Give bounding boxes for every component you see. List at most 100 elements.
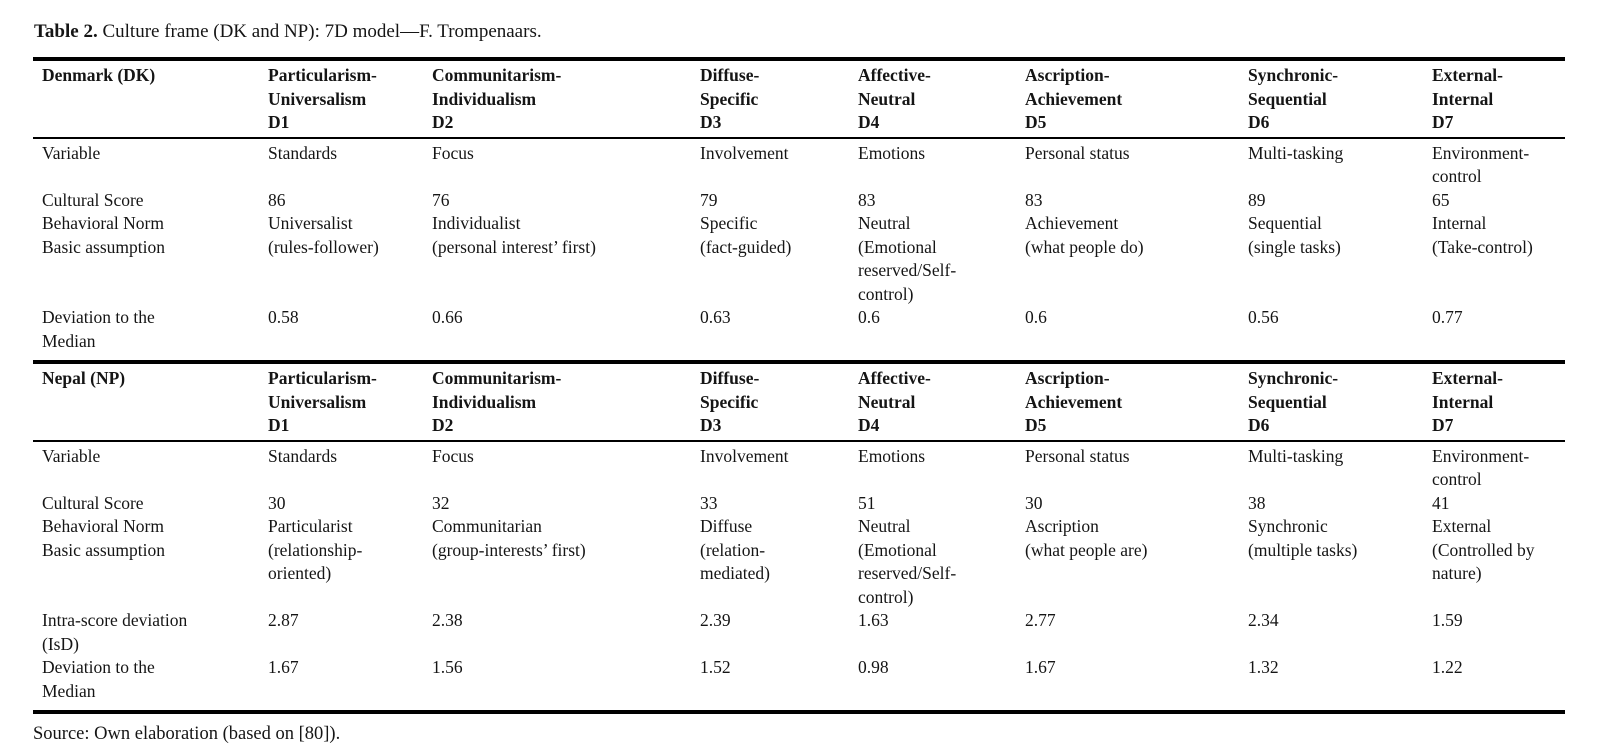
value-cell: 0.56	[1248, 307, 1279, 327]
dimension-code: D4	[858, 112, 880, 132]
value-cell: 83	[1025, 189, 1043, 210]
dimension-header-cell: Diffuse- Specific D3	[691, 360, 849, 442]
value-cell: 86	[268, 189, 286, 210]
row-label: Cultural Score	[42, 492, 144, 513]
value-cell: (Emotional reserved/Self- control)	[858, 236, 957, 304]
value-cell: Environment- control	[1432, 142, 1530, 187]
dimension-code: D3	[700, 415, 722, 435]
value-cell: Individualist	[432, 213, 521, 233]
row-label: Intra-score deviation (IsD)	[42, 610, 188, 654]
value-cell: 0.6	[1025, 307, 1047, 327]
value-cell: 1.63	[858, 610, 889, 630]
table-row: Basic assumption (relationship- oriented)…	[33, 539, 1565, 610]
value-cell: Sequential	[1248, 213, 1322, 233]
value-cell: (what people do)	[1025, 236, 1144, 257]
row-label: Deviation to the Median	[42, 657, 155, 701]
region-cell: Nepal (NP)	[33, 360, 259, 442]
value-cell: 2.39	[700, 610, 731, 630]
value-cell: Neutral	[858, 516, 911, 536]
value-cell: Diffuse	[700, 516, 753, 536]
culture-frame-table: Denmark (DK) Particularism- Universalism D…	[33, 57, 1565, 714]
table-row: Variable Standards Focus Involvement Emotion…	[33, 441, 1565, 492]
dimension-name: Ascription- Achievement	[1025, 65, 1123, 109]
dimension-header-cell: External- Internal D7	[1423, 57, 1565, 139]
table-caption-text: Culture frame (DK and NP): 7D model—F. T…	[102, 21, 542, 42]
dimension-header-cell: Affective- Neutral D4	[849, 360, 1016, 442]
value-cell: 30	[268, 492, 286, 513]
row-label: Deviation to the Median	[42, 307, 155, 351]
value-cell: 32	[432, 492, 450, 513]
dimension-header-cell: Ascription- Achievement D5	[1016, 57, 1239, 139]
value-cell: Particularist	[268, 516, 353, 536]
value-cell: Achievement	[1025, 213, 1119, 233]
dimension-code: D5	[1025, 112, 1047, 132]
value-cell: 0.98	[858, 657, 889, 677]
dimension-name: Diffuse- Specific	[700, 65, 760, 109]
dimension-code: D6	[1248, 415, 1270, 435]
value-cell: Multi-tasking	[1248, 142, 1344, 163]
value-cell: Involvement	[700, 445, 789, 466]
source-note: Source: Own elaboration (based on [80]).	[33, 724, 341, 744]
dimension-code: D7	[1432, 112, 1454, 132]
value-cell: (Controlled by nature)	[1432, 539, 1535, 584]
value-cell: 76	[432, 189, 450, 210]
value-cell: (Emotional reserved/Self- control)	[858, 539, 957, 607]
value-cell: 1.67	[268, 657, 299, 677]
value-cell: 0.63	[700, 307, 731, 327]
dimension-name: Synchronic- Sequential	[1248, 65, 1339, 109]
value-cell: 30	[1025, 492, 1043, 513]
value-cell: 1.59	[1432, 610, 1463, 630]
value-cell: (relationship- oriented)	[268, 539, 363, 584]
value-cell: (what people are)	[1025, 539, 1148, 560]
dimension-name: Affective- Neutral	[858, 368, 931, 412]
value-cell: Standards	[268, 142, 338, 163]
row-label: Basic assumption	[42, 539, 165, 560]
value-cell: Internal	[1432, 213, 1487, 233]
dimension-header-cell: Particularism- Universalism D1	[259, 360, 423, 442]
dimension-header-cell: External- Internal D7	[1423, 360, 1565, 442]
dimension-code: D6	[1248, 112, 1270, 132]
table-row: Cultural Score 86 76 79 83 83 89 65	[33, 189, 1565, 213]
value-cell: (Take-control)	[1432, 236, 1533, 257]
row-label: Behavioral Norm	[42, 213, 164, 233]
value-cell: Standards	[268, 445, 338, 466]
dimension-name: Affective- Neutral	[858, 65, 931, 109]
dimension-header-cell: Ascription- Achievement D5	[1016, 360, 1239, 442]
row-label: Basic assumption	[42, 236, 165, 257]
dimension-header-cell: Synchronic- Sequential D6	[1239, 57, 1423, 139]
section-header-row: Denmark (DK) Particularism- Universalism D…	[33, 57, 1565, 139]
dimension-code: D4	[858, 415, 880, 435]
dimension-code: D3	[700, 112, 722, 132]
dimension-name: External- Internal	[1432, 368, 1503, 412]
dimension-header-cell: Affective- Neutral D4	[849, 57, 1016, 139]
value-cell: Specific	[700, 213, 758, 233]
value-cell: 51	[858, 492, 876, 513]
dimension-name: Communitarism- Individualism	[432, 65, 562, 109]
table-row: Basic assumption (rules-follower) (persona…	[33, 236, 1565, 307]
dimension-code: D2	[432, 112, 454, 132]
dimension-code: D1	[268, 112, 290, 132]
value-cell: Neutral	[858, 213, 911, 233]
dimension-name: Particularism- Universalism	[268, 368, 377, 412]
dimension-name: Ascription- Achievement	[1025, 368, 1123, 412]
row-label: Cultural Score	[42, 189, 144, 210]
value-cell: Synchronic	[1248, 516, 1328, 536]
dimension-name: External- Internal	[1432, 65, 1503, 109]
table-row: Cultural Score 30 32 33 51 30 38 41	[33, 492, 1565, 516]
value-cell: Personal status	[1025, 142, 1130, 163]
value-cell: Communitarian	[432, 516, 542, 536]
value-cell: 2.77	[1025, 610, 1056, 630]
value-cell: 0.66	[432, 307, 463, 327]
table-row: Deviation to the Median 1.67 1.56 1.52 0.98 1…	[33, 656, 1565, 712]
value-cell: Ascription	[1025, 516, 1099, 536]
dimension-header-cell: Synchronic- Sequential D6	[1239, 360, 1423, 442]
row-label: Behavioral Norm	[42, 516, 164, 536]
table-caption-label: Table 2.	[34, 21, 98, 42]
value-cell: (multiple tasks)	[1248, 539, 1358, 560]
value-cell: Emotions	[858, 445, 926, 466]
dimension-header-cell: Diffuse- Specific D3	[691, 57, 849, 139]
table-row: Variable Standards Focus Involvement Emotion…	[33, 138, 1565, 189]
value-cell: 33	[700, 492, 718, 513]
dimension-header-cell: Communitarism- Individualism D2	[423, 360, 691, 442]
